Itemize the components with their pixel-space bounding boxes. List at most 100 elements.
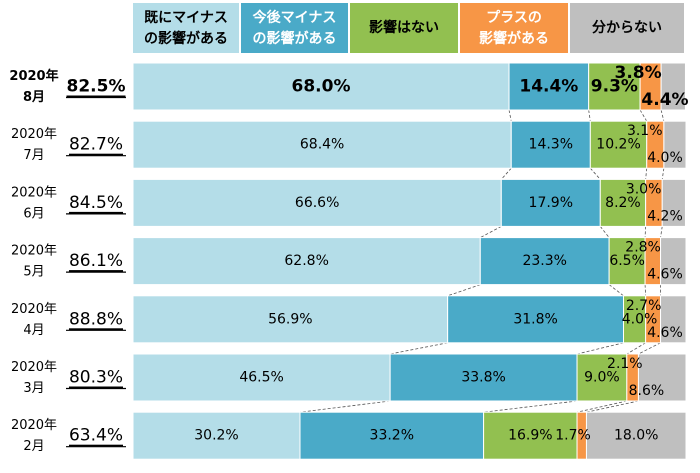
bar-value-label-2: 6.5% xyxy=(609,253,645,269)
connector-line xyxy=(645,168,648,180)
legend-label-1-line2: の影響がある xyxy=(253,30,337,47)
bar-segment-2 xyxy=(608,237,646,286)
bar-value-label-1: 33.2% xyxy=(370,428,414,444)
connector-line xyxy=(588,109,591,122)
bar-value-label-4: 4.2% xyxy=(647,208,683,224)
bar-value-label-0: 68.4% xyxy=(300,137,344,153)
bar-value-label-1: 33.8% xyxy=(461,370,505,386)
bar-segment-4 xyxy=(663,120,687,169)
bar-segment-4 xyxy=(585,411,687,460)
legend-swatch-1 xyxy=(241,3,348,53)
bar-segment-4 xyxy=(637,353,687,402)
row-year-label: 2020年 xyxy=(9,68,58,84)
connector-line xyxy=(660,109,665,122)
bar-value-label-4: 4.0% xyxy=(647,150,683,166)
legend-swatch-0 xyxy=(133,3,239,53)
bar-value-label-4: 8.6% xyxy=(629,383,665,399)
bar-value-label-2: 16.9% xyxy=(508,428,552,444)
connector-line xyxy=(299,400,391,413)
bar-value-label-0: 46.5% xyxy=(239,370,283,386)
bar-value-label-3: 2.8% xyxy=(625,240,661,256)
legend-swatch-2 xyxy=(350,3,458,53)
bar-value-label-2: 10.2% xyxy=(596,137,640,153)
connector-line xyxy=(661,168,665,180)
legend-label-3-line1: プラスの xyxy=(486,10,542,26)
bar-segment-2 xyxy=(589,120,648,169)
bar-value-label-1: 14.4% xyxy=(519,77,578,97)
bar-value-label-4: 4.4% xyxy=(641,90,688,110)
bar-segment-0 xyxy=(132,353,391,402)
bar-value-label-3: 1.7% xyxy=(555,428,591,444)
connector-line xyxy=(639,109,648,122)
row-month-label: 8月 xyxy=(23,90,45,105)
row-total-label: 80.3% xyxy=(69,368,123,388)
connector-line xyxy=(576,342,624,355)
bar-value-label-1: 14.3% xyxy=(529,137,573,153)
bar-value-label-4: 4.6% xyxy=(647,267,683,283)
bar-segment-2 xyxy=(576,353,628,402)
legend-swatch-3 xyxy=(460,3,568,53)
row-month-label: 6月 xyxy=(23,206,44,221)
bar-value-label-1: 17.9% xyxy=(529,195,573,211)
bar-value-label-3: 3.1% xyxy=(627,123,663,139)
bar-segment-2 xyxy=(599,178,647,227)
row-year-label: 2020年 xyxy=(11,127,57,142)
bar-segment-4 xyxy=(660,295,687,344)
row-month-label: 5月 xyxy=(23,265,44,280)
legend-label-3-line2: 影響がある xyxy=(479,30,549,47)
bar-value-label-3: 2.1% xyxy=(607,356,643,372)
bar-value-label-3: 3.8% xyxy=(615,63,662,83)
row-total-label: 82.7% xyxy=(69,135,123,155)
connector-line xyxy=(586,400,639,413)
connector-line xyxy=(638,342,661,355)
bar-value-label-2: 4.0% xyxy=(622,311,658,327)
connector-line xyxy=(500,167,512,180)
legend-label-2: 影響はない xyxy=(369,19,439,36)
connector-line xyxy=(576,400,627,413)
bar-value-label-3: 3.0% xyxy=(626,181,662,197)
bar-segment-0 xyxy=(132,178,502,227)
row-year-label: 2020年 xyxy=(11,185,57,200)
connector-line xyxy=(660,226,663,238)
bar-value-label-2: 8.2% xyxy=(605,195,641,211)
bar-value-label-0: 68.0% xyxy=(292,77,351,97)
bar-value-label-2: 9.3% xyxy=(591,77,638,97)
bar-segment-0 xyxy=(132,120,512,169)
bar-value-label-0: 56.9% xyxy=(268,311,312,327)
connector-line xyxy=(390,342,448,355)
row-month-label: 7月 xyxy=(23,148,44,163)
bar-value-label-1: 31.8% xyxy=(513,311,557,327)
legend-label-0-line1: 既にマイナス xyxy=(144,10,228,26)
connector-line xyxy=(599,226,610,238)
legend-label-1-line1: 今後マイナス xyxy=(252,9,337,26)
bar-segment-4 xyxy=(661,178,686,227)
bar-value-label-3: 2.7% xyxy=(626,298,662,314)
row-total-label: 88.8% xyxy=(69,309,123,329)
bar-value-label-4: 4.6% xyxy=(647,325,683,341)
connector-line xyxy=(644,226,647,238)
bar-segment-1 xyxy=(447,295,625,344)
row-month-label: 2月 xyxy=(23,439,44,454)
legend-swatch-4 xyxy=(570,3,684,53)
connector-line xyxy=(483,400,578,413)
row-total-label: 82.5% xyxy=(67,77,126,97)
bar-value-label-0: 30.2% xyxy=(194,428,238,444)
row-total-label: 63.4% xyxy=(69,426,123,446)
bar-value-label-0: 62.8% xyxy=(284,253,328,269)
bar-value-label-2: 9.0% xyxy=(584,370,620,386)
bar-segment-4 xyxy=(660,237,687,286)
bar-value-label-4: 18.0% xyxy=(614,428,658,444)
row-total-label: 86.1% xyxy=(69,251,123,271)
bar-segment-1 xyxy=(299,411,485,460)
bar-segment-0 xyxy=(132,411,301,460)
connector-line xyxy=(644,284,647,296)
bar-value-label-1: 23.3% xyxy=(522,253,566,269)
row-year-label: 2020年 xyxy=(11,360,57,375)
connector-line xyxy=(447,284,481,297)
row-year-label: 2020年 xyxy=(11,418,57,433)
bar-segment-4 xyxy=(660,62,686,111)
bar-segment-1 xyxy=(500,178,601,227)
bar-segment-1 xyxy=(389,353,578,402)
